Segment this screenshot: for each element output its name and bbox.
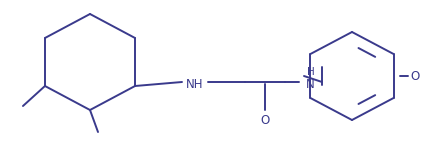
Text: O: O	[410, 69, 419, 83]
Text: O: O	[260, 114, 270, 126]
Text: NH: NH	[186, 78, 204, 90]
Text: N: N	[306, 78, 314, 90]
Text: H: H	[307, 67, 315, 77]
